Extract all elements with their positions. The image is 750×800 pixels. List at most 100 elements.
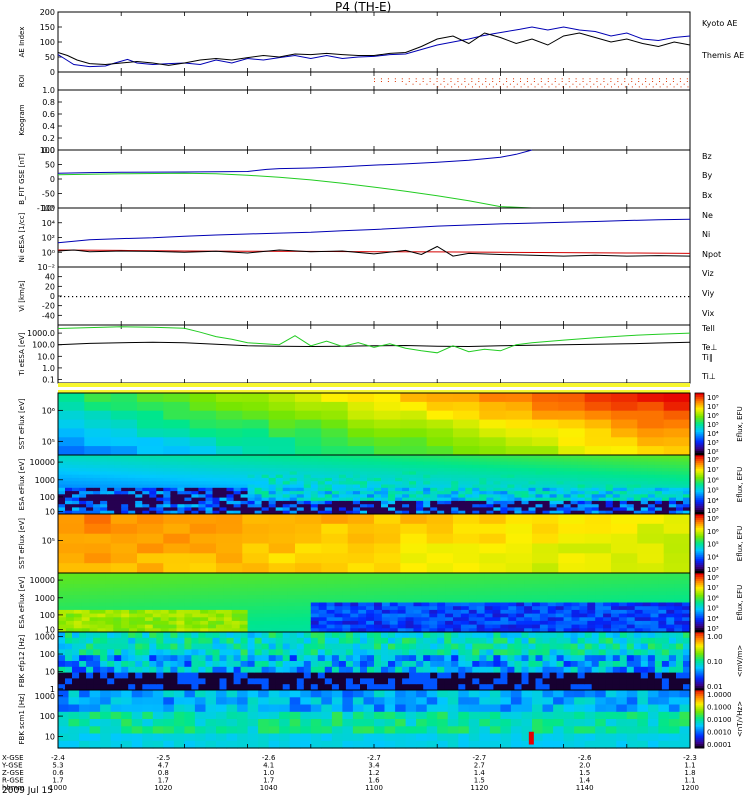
- spectrogram-cell: [168, 628, 178, 633]
- spectrogram-cell: [437, 584, 446, 589]
- spectrogram-cell: [465, 464, 473, 469]
- spectrogram-cell: [423, 491, 431, 495]
- roi-dot: [544, 83, 546, 85]
- spectrogram-cell: [637, 446, 665, 456]
- spectrogram-cell: [570, 510, 579, 515]
- spectrogram-cell: [587, 628, 596, 633]
- spectrogram-cell: [437, 576, 446, 581]
- spectrogram-cell: [654, 477, 663, 482]
- colorbar-cell: [695, 492, 704, 495]
- spectrogram-cell: [160, 609, 170, 615]
- spectrogram-cell: [676, 504, 684, 509]
- spectrogram-cell: [605, 497, 614, 502]
- roi-dot: [422, 78, 424, 80]
- spectrogram-cell: [416, 666, 424, 674]
- spectrogram-cell: [360, 491, 368, 495]
- spectrogram-cell: [177, 678, 185, 685]
- spectrogram-cell: [611, 598, 620, 604]
- spectrogram-cell: [226, 477, 235, 482]
- spectrogram-cell: [135, 468, 143, 472]
- spectrogram-cell: [100, 468, 108, 472]
- spectrogram-cell: [360, 507, 368, 512]
- spectrogram-cell: [465, 643, 473, 650]
- spectrogram-cell: [97, 628, 106, 633]
- spectrogram-cell: [289, 672, 298, 679]
- spectrogram-cell: [437, 643, 445, 650]
- spectrogram-cell: [642, 587, 652, 593]
- spectrogram-cell: [395, 504, 403, 509]
- spectrogram-cell: [89, 624, 99, 629]
- spectrogram-cell: [626, 494, 635, 499]
- spectrogram-cell: [168, 580, 178, 585]
- spectrogram-cell: [100, 484, 108, 489]
- y-tick-label: 0: [50, 68, 55, 77]
- spectrogram-cell: [413, 584, 422, 589]
- spectrogram-cell: [65, 487, 73, 492]
- spectrogram-cell: [584, 543, 612, 554]
- spectrogram-cell: [184, 591, 193, 596]
- spectrogram-cell: [465, 661, 473, 668]
- zero-dot: [604, 296, 606, 298]
- spectrogram-cell: [114, 484, 122, 489]
- spectrogram-cell: [409, 507, 417, 512]
- spectrogram-cell: [289, 471, 298, 476]
- spectrogram-cell: [479, 401, 507, 412]
- spectrogram-cell: [577, 484, 586, 489]
- spectrogram-cell: [661, 461, 670, 466]
- spectrogram-cell: [216, 587, 225, 593]
- spectrogram-cell: [654, 458, 663, 463]
- roi-dot: [468, 83, 470, 85]
- spectrogram-cell: [577, 461, 586, 466]
- spectrogram-cell: [352, 678, 361, 685]
- spectrogram-cell: [282, 655, 291, 662]
- spectrogram-cell: [129, 573, 138, 578]
- spectrogram-cell: [287, 617, 296, 622]
- spectrogram-cell: [73, 620, 83, 626]
- roi-dot: [485, 78, 487, 80]
- zero-dot: [524, 296, 526, 298]
- spectrogram-cell: [528, 666, 537, 674]
- spectrogram-cell: [360, 455, 368, 459]
- spectrogram-cell: [128, 468, 136, 472]
- spectrogram-cell: [570, 494, 579, 499]
- spectrogram-cell: [89, 704, 101, 713]
- spectrogram-cell: [535, 477, 544, 482]
- spectrogram-cell: [430, 484, 438, 489]
- spectrogram-cell: [216, 514, 243, 525]
- spectrogram-cell: [226, 500, 235, 505]
- spectrogram-cell: [247, 613, 257, 618]
- spectrogram-cell: [661, 500, 670, 505]
- spectrogram-cell: [479, 410, 507, 421]
- spectrogram-cell: [334, 598, 343, 604]
- spectrogram-cell: [389, 606, 399, 611]
- spectrogram-cell: [591, 666, 600, 674]
- spectrogram-cell: [479, 649, 487, 656]
- spectrogram-cell: [89, 576, 99, 581]
- spectrogram-cell: [287, 602, 296, 607]
- spectrogram-cell: [535, 474, 544, 479]
- spectrogram-cell: [282, 491, 291, 495]
- spectrogram-cell: [683, 494, 691, 499]
- spectrogram-cell: [640, 477, 649, 482]
- spectrogram-cell: [342, 624, 351, 629]
- spectrogram-cell: [654, 471, 663, 476]
- spectrogram-cell: [535, 643, 544, 650]
- spectrogram-cell: [263, 598, 272, 604]
- spectrogram-cell: [223, 602, 233, 607]
- spectrogram-cell: [289, 510, 298, 515]
- spectrogram-cell: [579, 573, 588, 578]
- colorbar-cell: [695, 413, 704, 417]
- spectrogram-cell: [191, 455, 199, 459]
- spectrogram-cell: [208, 595, 217, 600]
- legend-kyoto-ae: Kyoto AE: [702, 19, 737, 28]
- spectrogram-cell: [647, 637, 656, 645]
- spectrogram-cell: [661, 637, 670, 645]
- spectrogram-cell: [437, 484, 445, 489]
- spectrogram-cell: [271, 628, 280, 633]
- spectrogram-cell: [219, 510, 228, 515]
- spectrogram-cell: [374, 507, 382, 512]
- spectrogram-cell: [381, 643, 389, 650]
- colorbar-cell: [695, 464, 704, 468]
- spectrogram-cell: [532, 523, 559, 535]
- spectrogram-cell: [198, 632, 206, 639]
